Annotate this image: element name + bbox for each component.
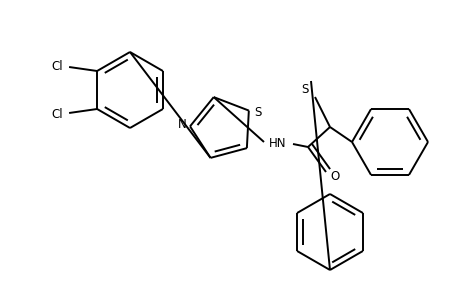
Text: HN: HN bbox=[269, 136, 286, 149]
Text: Cl: Cl bbox=[51, 107, 63, 121]
Text: S: S bbox=[301, 82, 308, 95]
Text: Cl: Cl bbox=[51, 59, 63, 73]
Text: S: S bbox=[253, 106, 261, 119]
Text: N: N bbox=[177, 118, 186, 131]
Text: O: O bbox=[330, 170, 339, 184]
